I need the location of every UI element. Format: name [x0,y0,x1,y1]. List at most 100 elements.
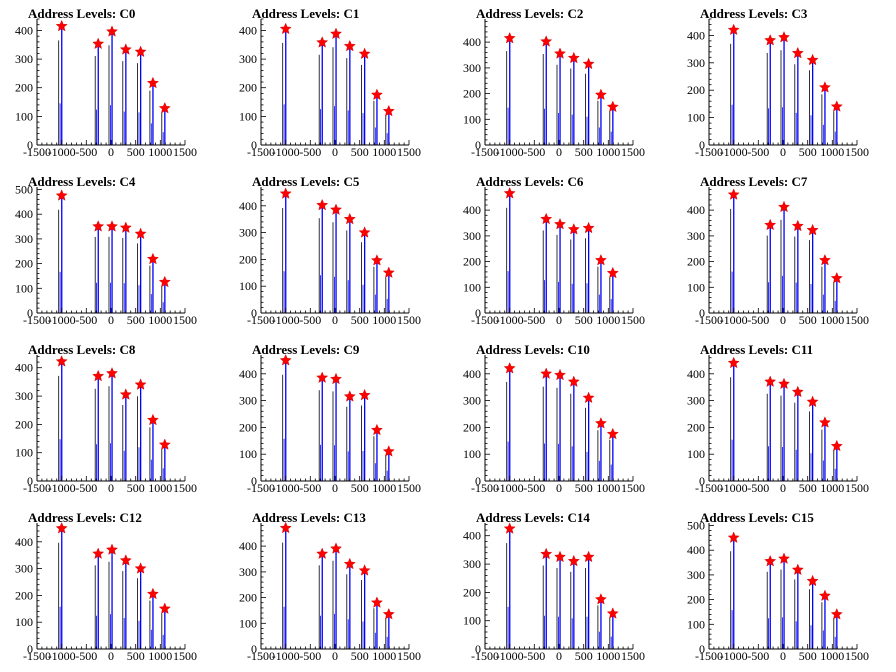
peak-marker [606,100,619,113]
x-tick-label: 0 [108,145,114,159]
x-tick-label: -1500 [23,649,51,663]
panel-13: Address Levels: C13 0 100 200 300 400 -1500-10… [239,510,421,663]
x-tick-label: -500 [747,145,769,159]
peak-marker [119,221,132,233]
y-tick-label: 400 [687,28,705,42]
x-tick-label: 0 [332,481,338,495]
y-tick-label: 300 [239,226,257,240]
x-tick-label: -1000 [496,481,524,495]
y-tick-label: 0 [27,474,33,488]
peak-marker [134,378,147,390]
peak-marker [582,391,595,404]
peak-marker [158,602,171,614]
y-tick-label: 400 [15,24,33,38]
y-tick-label: 400 [15,361,33,375]
panel-11: Address Levels: C11 0 100 200 300 400 -1500-10… [687,342,869,495]
histogram-bar [588,397,590,481]
y-tick-label: 400 [239,24,257,38]
y-tick-label: 400 [687,367,705,381]
peak-marker [764,218,777,231]
histogram-bar [388,272,390,313]
x-tick-label: 1500 [845,649,869,663]
x-tick-label: -1500 [695,313,723,327]
y-tick-label: 300 [239,565,257,579]
histogram-bar [559,557,561,649]
y-tick-label: 300 [687,229,705,243]
histogram-bar [388,111,390,145]
panel-3: Address Levels: C3 0 100 200 300 400 -1500-100… [687,6,869,159]
peak-marker [330,203,342,215]
peak-marker [554,47,566,59]
peak-marker [540,367,553,379]
histogram-bar [733,537,735,649]
x-tick-label: -1000 [48,145,76,159]
histogram-bar [285,29,287,145]
histogram-bar [97,226,99,313]
panel-12: Address Levels: C12 0 100 200 300 400 -1500-10… [15,510,197,663]
histogram-bar [97,376,99,481]
histogram-bar [125,394,127,481]
y-tick-label: 0 [27,642,33,656]
histogram-bar [164,608,166,649]
panel-title: Address Levels: C3 [700,6,808,21]
x-tick-label: 1500 [845,145,869,159]
histogram-bar [285,528,287,649]
x-tick-label: 1000 [820,649,844,663]
peak-marker [554,217,566,230]
y-tick-label: 300 [687,56,705,70]
x-tick-label: 1000 [596,145,620,159]
histogram-bar [733,194,735,313]
panel-4: Address Levels: C40100200300400500-1500-… [15,174,197,327]
y-tick-label: 400 [239,539,257,553]
peak-marker [146,587,159,600]
histogram-bar [61,361,63,481]
peak-marker [567,223,580,235]
y-tick-label: 200 [687,255,705,269]
y-tick-label: 400 [463,529,481,543]
y-tick-label: 400 [463,35,481,49]
x-tick-label: 0 [556,313,562,327]
y-tick-label: 200 [15,257,33,271]
x-tick-label: -1500 [23,313,51,327]
x-tick-label: 0 [780,481,786,495]
y-tick-label: 100 [239,447,257,461]
x-tick-label: 0 [780,649,786,663]
peak-marker [778,31,790,43]
x-tick-label: 1000 [596,481,620,495]
histogram-bar [125,227,127,313]
peak-marker [540,212,553,225]
histogram-bar [812,581,814,649]
peak-marker [503,362,516,374]
x-tick-label: -1500 [23,145,51,159]
y-tick-label: 0 [475,306,481,320]
peak-marker [119,388,132,400]
peak-marker [594,417,607,429]
x-tick-label: -1500 [471,145,499,159]
x-tick-label: -1000 [48,313,76,327]
histogram-bar [573,229,575,313]
peak-marker [146,252,159,265]
y-tick-label: 0 [475,474,481,488]
x-tick-label: 500 [799,649,817,663]
x-tick-label: 500 [575,145,593,159]
x-tick-label: -1000 [720,145,748,159]
peak-marker [503,187,516,199]
x-tick-label: 500 [127,649,145,663]
x-tick-label: 0 [108,481,114,495]
panel-8: Address Levels: C8 0 100 200 300 400 -1500-100… [15,342,197,495]
peak-marker [554,550,566,563]
y-tick-label: 300 [687,394,705,408]
x-tick-label: 1500 [397,145,421,159]
y-tick-label: 200 [687,593,705,607]
peak-marker [382,104,395,117]
histogram-bar [364,232,366,313]
x-tick-label: 0 [108,313,114,327]
histogram-bar [812,401,814,481]
histogram-bar [797,226,799,313]
histogram-bar [600,260,602,313]
x-tick-label: -500 [523,649,545,663]
histogram-bar [97,553,99,649]
histogram-bar [97,43,99,145]
y-tick-label: 200 [15,588,33,602]
peak-marker [343,390,356,402]
